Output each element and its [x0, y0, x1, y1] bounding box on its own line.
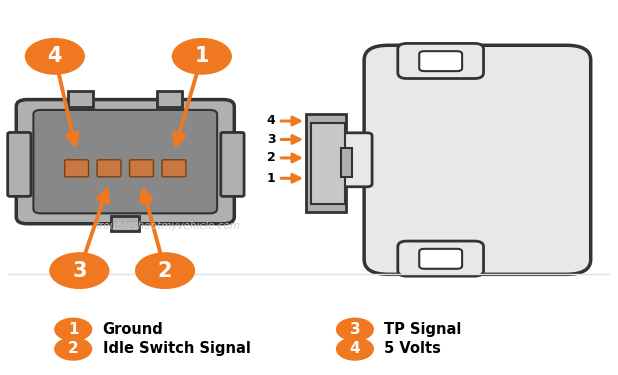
FancyBboxPatch shape: [419, 249, 462, 269]
Circle shape: [25, 39, 84, 74]
FancyBboxPatch shape: [65, 160, 88, 177]
Text: 1: 1: [266, 172, 275, 185]
FancyBboxPatch shape: [419, 51, 462, 71]
Circle shape: [55, 338, 91, 360]
Circle shape: [55, 318, 91, 340]
Text: 5 Volts: 5 Volts: [384, 342, 441, 357]
Circle shape: [337, 338, 373, 360]
FancyBboxPatch shape: [7, 132, 31, 196]
FancyBboxPatch shape: [111, 216, 139, 231]
Text: 3: 3: [72, 261, 87, 280]
FancyBboxPatch shape: [338, 133, 372, 187]
FancyBboxPatch shape: [162, 160, 186, 177]
Text: 3: 3: [267, 133, 275, 146]
Text: TP Signal: TP Signal: [384, 322, 462, 337]
FancyBboxPatch shape: [221, 132, 244, 196]
FancyBboxPatch shape: [130, 160, 153, 177]
Text: 2: 2: [266, 152, 275, 165]
FancyBboxPatch shape: [364, 45, 591, 274]
FancyBboxPatch shape: [69, 91, 93, 107]
Text: 1: 1: [68, 322, 78, 337]
FancyBboxPatch shape: [306, 114, 345, 212]
FancyBboxPatch shape: [341, 148, 352, 177]
FancyBboxPatch shape: [33, 110, 217, 213]
FancyBboxPatch shape: [157, 91, 182, 107]
Text: troubleshootmyvehicle.com: troubleshootmyvehicle.com: [96, 221, 240, 231]
Circle shape: [50, 253, 109, 288]
Text: 4: 4: [266, 114, 275, 128]
FancyBboxPatch shape: [398, 241, 483, 276]
Circle shape: [337, 318, 373, 340]
Text: Idle Switch Signal: Idle Switch Signal: [103, 342, 250, 357]
FancyBboxPatch shape: [97, 160, 121, 177]
Text: Ground: Ground: [103, 322, 163, 337]
Circle shape: [172, 39, 231, 74]
Text: 2: 2: [68, 342, 78, 357]
Text: 4: 4: [48, 46, 62, 66]
Text: 1: 1: [195, 46, 209, 66]
FancyBboxPatch shape: [16, 100, 234, 224]
Circle shape: [136, 253, 195, 288]
Text: 4: 4: [350, 342, 360, 357]
FancyBboxPatch shape: [398, 44, 483, 78]
Text: 2: 2: [158, 261, 172, 280]
Text: 3: 3: [350, 322, 360, 337]
FancyBboxPatch shape: [311, 123, 344, 204]
